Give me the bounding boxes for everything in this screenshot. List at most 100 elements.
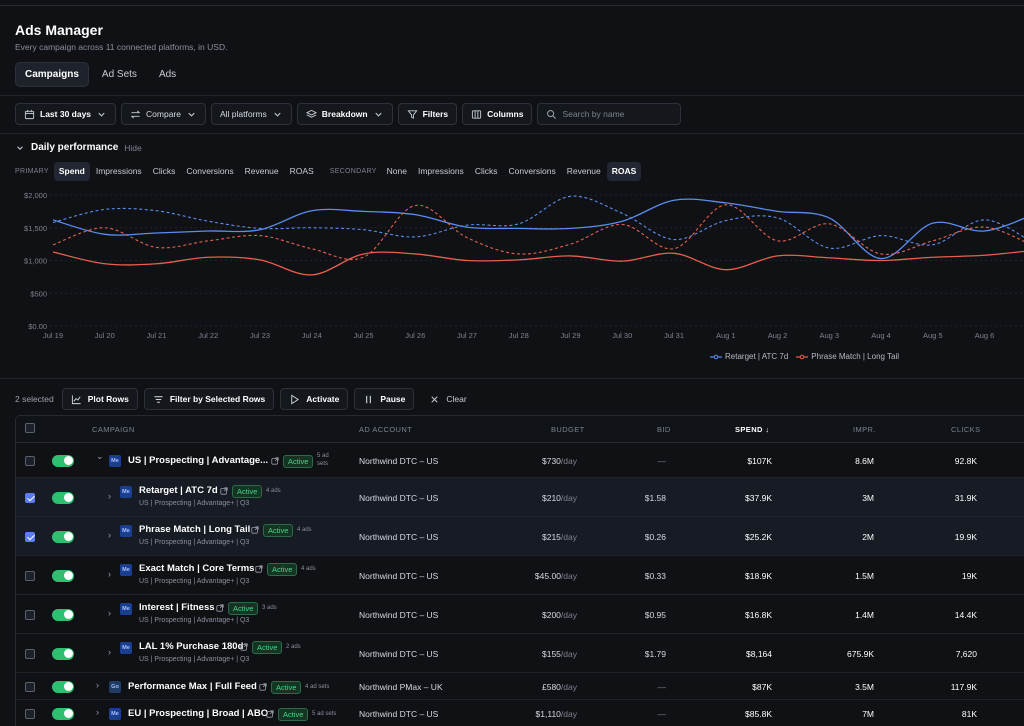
column-header-ad-account[interactable]: AD ACCOUNT <box>359 425 413 434</box>
bid-value[interactable]: — <box>657 455 667 466</box>
chevron-right-icon[interactable]: › <box>108 646 111 657</box>
hide-chart-link[interactable]: Hide <box>124 142 142 153</box>
chevron-down-icon[interactable]: ⌄ <box>96 450 104 461</box>
column-header-bid[interactable]: BID <box>657 425 671 434</box>
series-line-primary-phrase-match[interactable] <box>52 250 1024 276</box>
primary-metric-revenue[interactable]: Revenue <box>244 166 279 176</box>
chevron-right-icon[interactable]: › <box>96 679 99 690</box>
column-header-impressions[interactable]: IMPR. <box>853 425 876 434</box>
external-link-icon[interactable] <box>240 643 248 651</box>
bid-value[interactable]: $0.95 <box>644 609 666 620</box>
primary-metric-conversions[interactable]: Conversions <box>186 166 234 176</box>
row-checkbox[interactable] <box>25 531 35 542</box>
external-link-icon[interactable] <box>255 565 263 573</box>
secondary-metric-revenue[interactable]: Revenue <box>566 166 601 176</box>
clear-selection-button[interactable]: Clear <box>420 388 475 410</box>
bid-value[interactable]: $0.33 <box>644 570 666 581</box>
secondary-metric-none[interactable]: None <box>386 166 407 176</box>
budget-value[interactable]: $730/day <box>542 456 577 466</box>
table-row[interactable]: › Me Retarget | ATC 7d Active 4 ads US |… <box>16 478 1024 517</box>
tab-campaigns[interactable]: Campaigns <box>15 62 89 87</box>
budget-value[interactable]: $155/day <box>542 649 577 659</box>
activate-button[interactable]: Activate <box>280 388 349 410</box>
external-link-icon[interactable] <box>266 709 274 718</box>
chevron-right-icon[interactable]: › <box>108 529 111 540</box>
series-line-secondary-phrase-match[interactable] <box>52 204 1024 260</box>
chevron-right-icon[interactable]: › <box>96 706 99 717</box>
primary-metric-impressions[interactable]: Impressions <box>95 166 142 176</box>
campaign-name[interactable]: Performance Max | Full Feed <box>128 680 257 692</box>
daily-performance-chart[interactable]: $0.00 $500 $1,000 $1,500 $2,000 Jul 19 Jul 20 J… <box>0 186 1024 366</box>
pause-button[interactable]: Pause <box>354 388 415 410</box>
status-toggle[interactable] <box>52 608 74 621</box>
chevron-down-icon[interactable] <box>15 143 25 153</box>
row-checkbox[interactable] <box>25 455 35 466</box>
secondary-metric-impressions[interactable]: Impressions <box>417 166 464 176</box>
table-row[interactable]: › Me EU | Prospecting | Broad | ABO Acti… <box>16 700 1024 726</box>
chevron-right-icon[interactable]: › <box>108 490 111 501</box>
budget-value[interactable]: $215/day <box>542 532 577 542</box>
row-checkbox[interactable] <box>25 609 35 620</box>
bid-value[interactable]: $1.79 <box>644 648 666 659</box>
budget-value[interactable]: $1,110/day <box>536 709 577 719</box>
external-link-icon[interactable] <box>271 456 279 465</box>
status-toggle[interactable] <box>52 680 74 693</box>
campaign-name[interactable]: US | Prospecting | Advantage... <box>128 454 269 466</box>
row-checkbox[interactable] <box>25 492 35 503</box>
breakdown-button[interactable]: Breakdown <box>296 103 393 125</box>
chevron-right-icon[interactable]: › <box>108 607 111 618</box>
row-checkbox[interactable] <box>25 681 35 692</box>
row-checkbox[interactable] <box>25 708 35 719</box>
table-row[interactable]: › Me LAL 1% Purchase 180d Active 2 ads U… <box>16 634 1024 673</box>
row-checkbox[interactable] <box>25 648 35 659</box>
bid-value[interactable]: $0.26 <box>644 531 666 542</box>
table-row[interactable]: › Me Phrase Match | Long Tail Active 4 a… <box>16 517 1024 556</box>
external-link-icon[interactable] <box>259 682 267 691</box>
date-range-button[interactable]: Last 30 days <box>15 103 117 125</box>
campaign-name[interactable]: Retarget | ATC 7d <box>139 485 218 496</box>
secondary-metric-roas[interactable]: ROAS <box>606 162 642 181</box>
external-link-icon[interactable] <box>216 604 224 612</box>
row-checkbox[interactable] <box>25 570 35 581</box>
campaign-name[interactable]: Phrase Match | Long Tail <box>139 524 251 535</box>
chevron-right-icon[interactable]: › <box>108 568 111 579</box>
series-line-primary-retarget[interactable] <box>52 198 1024 260</box>
bid-value[interactable]: — <box>657 708 667 719</box>
filter-selected-button[interactable]: Filter by Selected Rows <box>143 388 275 410</box>
table-row[interactable]: ⌄ Me US | Prospecting | Advantage... Act… <box>16 443 1024 478</box>
primary-metric-clicks[interactable]: Clicks <box>152 166 176 176</box>
status-toggle[interactable] <box>52 491 74 504</box>
series-line-secondary-retarget[interactable] <box>52 195 1024 249</box>
status-toggle[interactable] <box>52 647 74 660</box>
campaign-name[interactable]: EU | Prospecting | Broad | ABO <box>128 707 269 719</box>
tab-ads[interactable]: Ads <box>158 69 177 80</box>
search-input[interactable]: Search by name <box>537 103 682 125</box>
table-row[interactable]: › Me Interest | Fitness Active 3 ads US … <box>16 595 1024 634</box>
status-toggle[interactable] <box>52 530 74 543</box>
campaign-name[interactable]: LAL 1% Purchase 180d <box>139 641 244 652</box>
legend-item[interactable]: Retarget | ATC 7d <box>710 352 788 361</box>
status-toggle[interactable] <box>52 569 74 582</box>
column-header-spend[interactable]: SPEND ↓ <box>735 425 770 434</box>
status-toggle[interactable] <box>52 707 74 720</box>
column-header-clicks[interactable]: CLICKS <box>951 425 981 434</box>
compare-button[interactable]: Compare <box>121 103 206 125</box>
status-toggle[interactable] <box>52 454 74 467</box>
campaign-name[interactable]: Exact Match | Core Terms <box>139 563 255 574</box>
budget-value[interactable]: £580/day <box>542 682 577 692</box>
select-all-checkbox[interactable] <box>25 423 35 433</box>
secondary-metric-conversions[interactable]: Conversions <box>508 166 556 176</box>
table-row[interactable]: › Me Exact Match | Core Terms Active 4 a… <box>16 556 1024 595</box>
columns-button[interactable]: Columns <box>462 103 533 125</box>
primary-metric-spend[interactable]: Spend <box>53 162 90 181</box>
filters-button[interactable]: Filters <box>397 103 458 125</box>
campaign-name[interactable]: Interest | Fitness <box>139 602 215 613</box>
platforms-select[interactable]: All platforms <box>211 103 292 125</box>
budget-value[interactable]: $210/day <box>542 493 577 503</box>
plot-rows-button[interactable]: Plot Rows <box>61 388 138 410</box>
bid-value[interactable]: $1.58 <box>644 492 666 503</box>
legend-item[interactable]: Phrase Match | Long Tail <box>796 352 899 361</box>
external-link-icon[interactable] <box>251 526 259 534</box>
table-row[interactable]: › Go Performance Max | Full Feed Active … <box>16 673 1024 700</box>
budget-value[interactable]: $45.00/day <box>535 571 577 581</box>
